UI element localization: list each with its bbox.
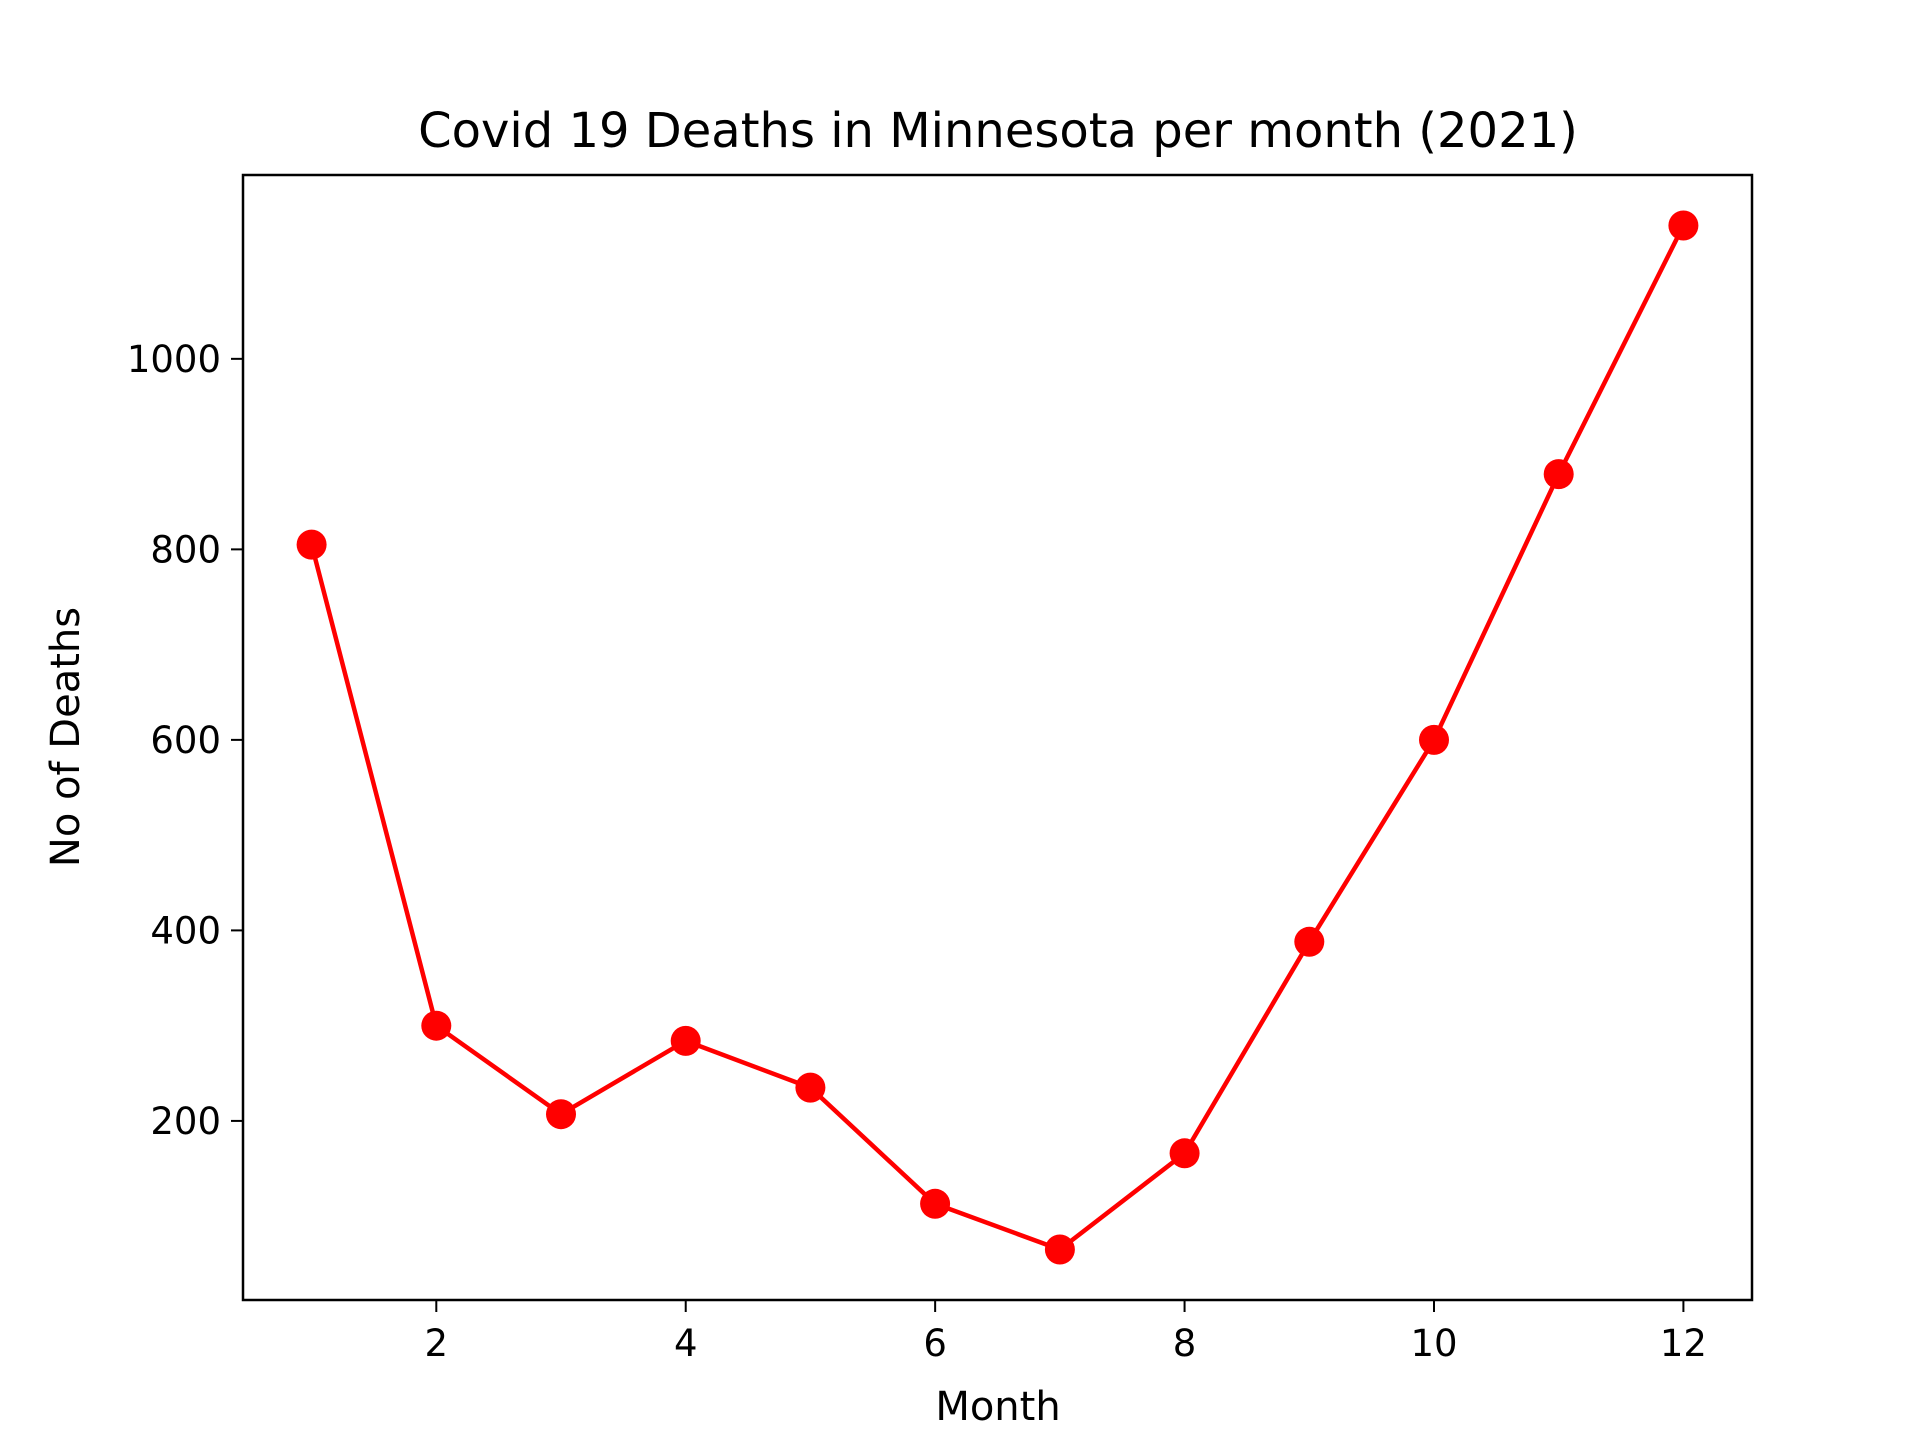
x-tick-label: 8	[1173, 1322, 1197, 1365]
x-tick-label: 2	[425, 1322, 449, 1365]
data-point	[795, 1072, 826, 1103]
data-point	[546, 1099, 576, 1130]
data-point	[1419, 724, 1449, 755]
x-axis: 2 4 6 8 10 12	[425, 1300, 1707, 1365]
data-point	[421, 1010, 452, 1041]
y-axis-label: No of Deaths	[43, 607, 89, 867]
x-axis-label: Month	[935, 1384, 1060, 1430]
y-tick-label: 1000	[127, 338, 221, 381]
data-point	[1294, 926, 1325, 957]
plot-area	[296, 210, 1699, 1265]
y-tick-label: 400	[150, 909, 221, 952]
data-point	[920, 1188, 951, 1219]
data-point	[1668, 210, 1699, 241]
x-tick-label: 4	[674, 1322, 698, 1365]
chart-title: Covid 19 Deaths in Minnesota per month (…	[418, 103, 1578, 159]
data-point	[1044, 1234, 1075, 1265]
y-tick-label: 600	[150, 719, 221, 762]
x-tick-label: 6	[923, 1322, 947, 1365]
data-point	[670, 1025, 701, 1056]
x-tick-label: 10	[1410, 1322, 1457, 1365]
data-point	[296, 529, 327, 560]
axes-frame	[241, 173, 1754, 1302]
data-point	[1169, 1138, 1200, 1169]
series-line	[309, 224, 1686, 1252]
y-tick-label: 800	[150, 528, 221, 571]
y-tick-label: 200	[150, 1100, 221, 1143]
y-axis: 200 400 600 800 1000	[127, 338, 243, 1143]
x-tick-label: 12	[1660, 1322, 1707, 1365]
data-point	[1543, 459, 1574, 490]
